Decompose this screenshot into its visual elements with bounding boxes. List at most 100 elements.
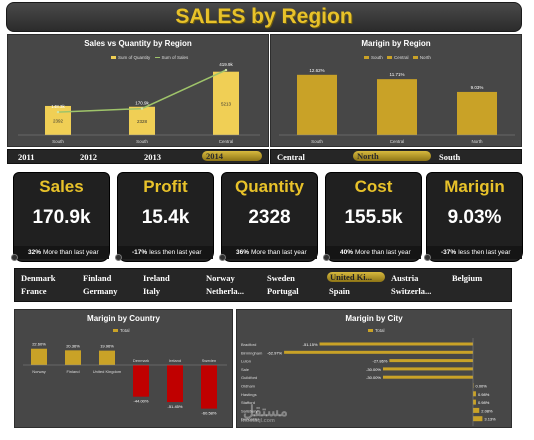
- country-ireland[interactable]: Ireland: [143, 273, 170, 283]
- scroll-curl-icon: [219, 254, 226, 261]
- country-switzerland[interactable]: Switzerla...: [391, 286, 432, 296]
- dashboard-title-banner: SALES by Region: [6, 2, 522, 32]
- city-margin-bar: [319, 342, 473, 346]
- country-margin-label: 22.60%: [32, 342, 46, 347]
- country-label: Ireland: [169, 358, 181, 363]
- margin-bar: [297, 74, 337, 135]
- city-label: Doncaster: [241, 417, 260, 422]
- region-north[interactable]: North: [353, 151, 431, 161]
- chart-legend: Sum of Quantity Sum of Sales: [108, 55, 188, 60]
- scroll-curl-icon: [11, 254, 18, 261]
- kpi-note: More than last year: [251, 249, 307, 256]
- sales-line: [57, 69, 227, 113]
- city-margin-label: -51.15%: [303, 342, 318, 347]
- margin-label: 9.03%: [471, 85, 484, 90]
- region-central[interactable]: Central: [277, 152, 305, 162]
- legend-quantity: Sum of Quantity: [118, 55, 151, 60]
- category-label: South: [136, 139, 148, 144]
- city-label: Sale: [241, 367, 250, 372]
- country-sweden[interactable]: Sweden: [267, 273, 295, 283]
- margin-label: 12.62%: [309, 68, 324, 73]
- chart-legend: Total: [365, 328, 385, 333]
- margin-by-country-chart: Marigin by Country Total 22.60% Norway 20.…: [14, 309, 233, 428]
- quantity-bar: [129, 106, 155, 135]
- year-2012[interactable]: 2012: [80, 152, 97, 162]
- year-slicer: 2011 2012 2013 2014: [7, 149, 269, 164]
- country-margin-bar: [133, 365, 149, 397]
- kpi-note: More than last year: [355, 249, 411, 256]
- country-margin-bar: [31, 348, 47, 365]
- sales-point: [224, 68, 228, 72]
- year-2013[interactable]: 2013: [144, 152, 161, 162]
- kpi-title: Cost: [354, 177, 393, 196]
- legend-south: South: [371, 55, 383, 60]
- country-margin-label: -51.45%: [168, 404, 183, 409]
- country-margin-bar: [99, 350, 115, 365]
- country-portugal[interactable]: Portugal: [267, 286, 299, 296]
- legend-north: North: [419, 55, 431, 60]
- quantity-bar: [213, 71, 239, 135]
- sales-label: 170.9k: [135, 101, 149, 106]
- country-netherlands[interactable]: Netherla...: [206, 286, 245, 296]
- region-south[interactable]: South: [439, 152, 461, 162]
- watermark-latin: mostaql.com: [241, 418, 275, 424]
- country-margin-bar: [201, 365, 217, 409]
- country-slicer: Denmark Finland Ireland Norway Sweden Un…: [14, 268, 512, 302]
- chart-title: Sales vs Quantity by Region: [84, 39, 192, 48]
- country-france[interactable]: France: [21, 286, 47, 296]
- margin-bar: [457, 91, 497, 135]
- quantity-label: 5213: [221, 101, 232, 106]
- country-label: Denmark: [133, 358, 149, 363]
- city-margin-bar: [473, 391, 476, 397]
- country-germany[interactable]: Germany: [83, 286, 118, 296]
- kpi-cost-card: Cost 155.5k 40% More than last year: [323, 172, 422, 262]
- chart-title: Marigin by City: [345, 314, 403, 323]
- year-2011[interactable]: 2011: [18, 152, 35, 162]
- kpi-footer: -17% less then last year: [118, 246, 213, 259]
- kpi-sales-card: Sales 170.9k 32% More than last year: [11, 172, 110, 262]
- category-label: Central: [219, 139, 234, 144]
- quantity-label: 2392: [53, 118, 64, 123]
- kpi-note: less then last year: [149, 249, 202, 256]
- scroll-curl-icon: [323, 254, 330, 261]
- city-label: Oldham: [241, 384, 256, 389]
- chart-legend: Total: [110, 328, 130, 333]
- city-margin-bar: [389, 359, 473, 363]
- city-margin-bar: [383, 375, 473, 379]
- country-margin-label: 20.36%: [66, 343, 80, 348]
- dashboard-title: SALES by Region: [175, 5, 353, 28]
- legend-total: Total: [120, 328, 130, 333]
- country-spain[interactable]: Spain: [329, 286, 350, 296]
- country-label: Sweden: [202, 358, 216, 363]
- country-italy[interactable]: Italy: [143, 286, 160, 296]
- city-margin-label: -30.00%: [366, 367, 381, 372]
- city-label: Luton: [241, 359, 251, 364]
- country-label: United Kingdom: [93, 369, 122, 374]
- kpi-title: Profit: [143, 177, 188, 196]
- watermark-arabic: مستقل: [243, 403, 288, 420]
- margin-label: 11.71%: [390, 72, 405, 77]
- country-belgium[interactable]: Belgium: [452, 273, 483, 283]
- city-margin-label: 0.00%: [476, 384, 488, 389]
- kpi-change: 40%: [340, 249, 354, 256]
- kpi-footer: 36% More than last year: [222, 246, 317, 259]
- country-finland[interactable]: Finland: [83, 273, 112, 283]
- country-label: Finland: [66, 369, 79, 374]
- margin-by-region-chart: Marigin by Region South Central North 12…: [270, 34, 522, 147]
- city-label: Guildford: [241, 375, 257, 380]
- country-margin-label: -44.00%: [134, 399, 149, 404]
- country-margin-label: -60.58%: [202, 411, 217, 416]
- country-austria[interactable]: Austria: [391, 273, 419, 283]
- country-denmark[interactable]: Denmark: [21, 273, 56, 283]
- chart-title: Marigin by Country: [87, 314, 160, 323]
- country-united-kingdom[interactable]: United Ki...: [327, 272, 385, 282]
- sales-label: 419.9k: [219, 62, 233, 67]
- year-2014[interactable]: 2014: [202, 151, 262, 161]
- country-norway[interactable]: Norway: [206, 273, 235, 283]
- kpi-title: Sales: [39, 177, 84, 196]
- city-label: Birmingham: [241, 350, 263, 355]
- city-margin-label: -62.97%: [267, 350, 282, 355]
- quantity-bar: [45, 105, 71, 135]
- scroll-curl-icon: [424, 254, 431, 261]
- sales-label: 148.3k: [51, 104, 65, 109]
